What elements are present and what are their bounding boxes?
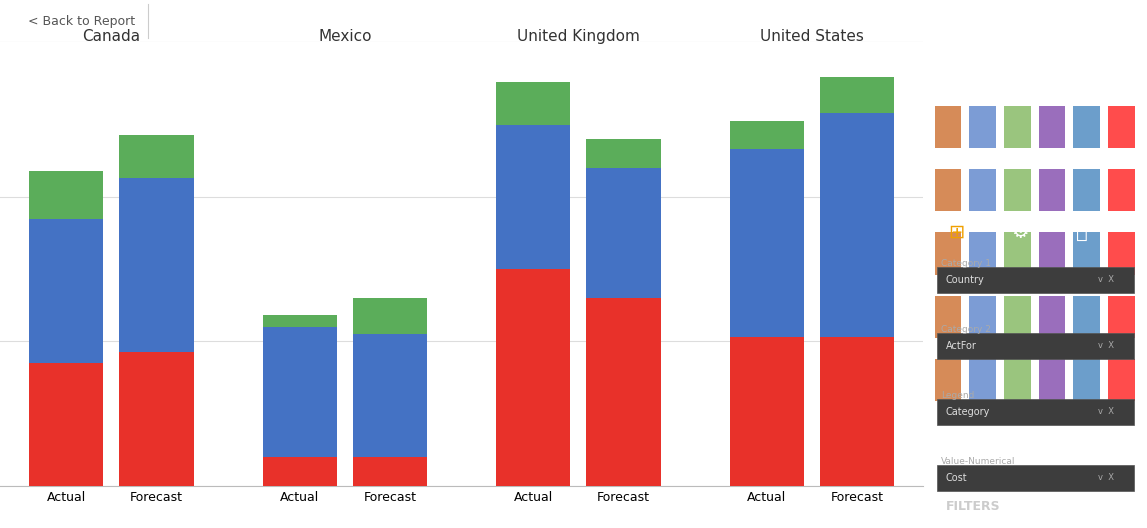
Bar: [820, 77, 895, 114]
Bar: [935, 296, 961, 338]
Bar: [1074, 296, 1100, 338]
Bar: [937, 399, 1133, 425]
Bar: [1108, 359, 1134, 401]
Text: Category 1: Category 1: [942, 259, 991, 269]
Bar: [1004, 359, 1031, 401]
Text: ⚙: ⚙: [1011, 223, 1028, 242]
Text: v  X: v X: [1098, 407, 1114, 417]
Bar: [29, 363, 103, 486]
Bar: [586, 168, 661, 298]
Bar: [729, 337, 804, 486]
Bar: [729, 149, 804, 337]
Bar: [969, 359, 996, 401]
Text: United Kingdom: United Kingdom: [517, 29, 640, 44]
Bar: [969, 106, 996, 148]
Bar: [1074, 232, 1100, 275]
Bar: [937, 267, 1133, 293]
Bar: [586, 298, 661, 486]
Text: v  X: v X: [1098, 275, 1114, 285]
Text: FILTERS: FILTERS: [945, 501, 1000, 513]
Bar: [1108, 169, 1134, 211]
Text: Category 2: Category 2: [942, 325, 991, 335]
Bar: [1038, 232, 1066, 275]
Bar: [353, 457, 427, 486]
Bar: [729, 120, 804, 149]
Bar: [820, 114, 895, 337]
Bar: [497, 82, 570, 125]
Bar: [937, 465, 1133, 491]
Text: Canada: Canada: [83, 29, 140, 44]
Bar: [1108, 106, 1134, 148]
Bar: [497, 269, 570, 486]
Bar: [935, 169, 961, 211]
Bar: [119, 352, 194, 486]
Bar: [935, 359, 961, 401]
Text: < Back to Report: < Back to Report: [28, 15, 135, 27]
Bar: [1004, 232, 1031, 275]
Bar: [1038, 296, 1066, 338]
Bar: [263, 315, 337, 327]
Text: v  X: v X: [1098, 473, 1114, 483]
Text: Value-Numerical: Value-Numerical: [942, 457, 1016, 467]
Bar: [820, 337, 895, 486]
Bar: [353, 298, 427, 334]
Bar: [263, 457, 337, 486]
Bar: [1004, 169, 1031, 211]
Text: VISUALIZATIONS: VISUALIZATIONS: [945, 22, 1061, 35]
Bar: [969, 169, 996, 211]
Text: ActFor: ActFor: [945, 341, 976, 351]
Bar: [263, 327, 337, 457]
Text: >: >: [1124, 22, 1134, 35]
Bar: [969, 232, 996, 275]
Bar: [969, 296, 996, 338]
Bar: [1108, 296, 1134, 338]
Text: United States: United States: [760, 29, 864, 44]
Text: 🔍: 🔍: [1076, 223, 1089, 242]
Bar: [935, 232, 961, 275]
Bar: [119, 178, 194, 352]
Bar: [1004, 296, 1031, 338]
Bar: [1108, 232, 1134, 275]
Bar: [1074, 106, 1100, 148]
Text: Mexico: Mexico: [318, 29, 372, 44]
Bar: [1074, 169, 1100, 211]
Bar: [29, 171, 103, 219]
Text: ⊞: ⊞: [949, 223, 965, 242]
Bar: [497, 125, 570, 269]
Bar: [29, 219, 103, 363]
Bar: [1038, 359, 1066, 401]
Bar: [1038, 106, 1066, 148]
Text: Category: Category: [945, 407, 990, 417]
Bar: [353, 334, 427, 457]
Bar: [1038, 169, 1066, 211]
Bar: [1074, 359, 1100, 401]
Bar: [935, 106, 961, 148]
Bar: [1004, 106, 1031, 148]
Bar: [119, 135, 194, 178]
Text: Country: Country: [945, 275, 984, 285]
Text: v  X: v X: [1098, 341, 1114, 351]
Text: Legend: Legend: [942, 391, 975, 401]
Bar: [937, 333, 1133, 359]
Text: Cost: Cost: [945, 473, 967, 483]
Bar: [586, 139, 661, 168]
